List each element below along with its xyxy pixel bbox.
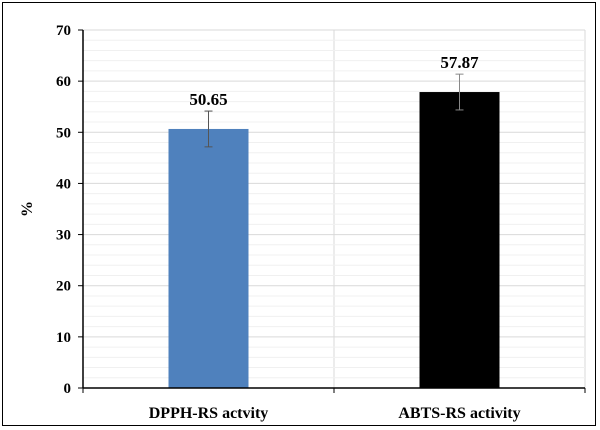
y-tick-label: 40 [56,176,71,192]
bar-2 [419,92,500,388]
y-tick-labels: 0 10 20 30 40 50 60 70 [56,23,71,397]
y-tick-label: 70 [56,23,71,39]
data-labels: 50.65 57.87 [189,53,479,109]
grid-lines [83,29,586,388]
bars [168,92,500,388]
y-tick-label: 0 [64,381,72,397]
y-tick-label: 30 [56,228,71,244]
y-tick-label: 50 [56,125,71,141]
data-label-2: 57.87 [440,53,479,72]
data-label-1: 50.65 [189,90,227,109]
y-axis-title: % [19,201,36,217]
error-bars [204,73,464,148]
y-tick-label: 20 [56,279,71,295]
x-category-2: ABTS-RS activity [398,405,520,422]
bar-1 [168,128,249,388]
y-tick-label: 60 [56,74,71,90]
axes [78,29,586,393]
x-category-1: DPPH-RS actvity [149,405,269,422]
y-tick-label: 10 [56,330,71,346]
x-category-labels: DPPH-RS actvity ABTS-RS activity [149,405,521,422]
